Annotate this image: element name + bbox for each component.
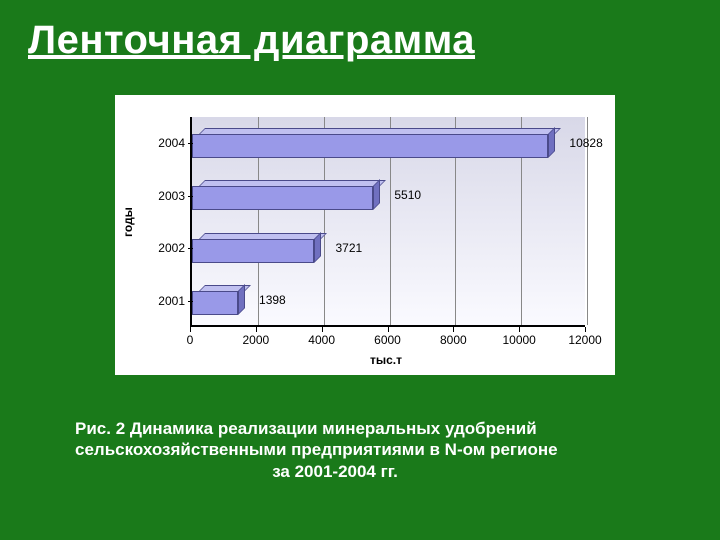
x-axis-title: тыс.т — [370, 353, 402, 367]
bar-value-label: 1398 — [259, 293, 286, 307]
y-tick — [188, 301, 193, 302]
plot-area: 10828 5510 3721 1398 — [190, 117, 585, 327]
y-tick — [188, 248, 193, 249]
x-tick-label: 12000 — [565, 333, 605, 347]
figure-caption: Рис. 2 Динамика реализации минеральных у… — [75, 418, 655, 482]
x-tick-label: 4000 — [302, 333, 342, 347]
x-tick — [322, 327, 323, 332]
x-tick — [388, 327, 389, 332]
y-tick-label: 2001 — [145, 294, 185, 308]
y-tick-label: 2003 — [145, 189, 185, 203]
y-tick — [188, 143, 193, 144]
x-tick-label: 10000 — [499, 333, 539, 347]
x-tick — [519, 327, 520, 332]
caption-line-1: Рис. 2 Динамика реализации минеральных у… — [75, 419, 537, 438]
caption-line-3: за 2001-2004 гг. — [75, 461, 655, 482]
x-tick-label: 8000 — [433, 333, 473, 347]
x-tick — [585, 327, 586, 332]
x-tick-label: 6000 — [368, 333, 408, 347]
x-tick-label: 2000 — [236, 333, 276, 347]
bar: 1398 — [192, 285, 238, 315]
bar-value-label: 3721 — [335, 241, 362, 255]
x-tick — [190, 327, 191, 332]
x-tick — [453, 327, 454, 332]
y-axis-title: годы — [121, 207, 135, 237]
y-tick-label: 2002 — [145, 241, 185, 255]
bar-value-label: 10828 — [569, 136, 602, 150]
bar: 5510 — [192, 180, 373, 210]
bar: 3721 — [192, 233, 314, 263]
bar-value-label: 5510 — [394, 188, 421, 202]
page-title: Ленточная диаграмма — [0, 0, 720, 63]
y-tick — [188, 196, 193, 197]
chart-container: годы тыс.т 10828 5510 3721 1398 2004 2003 200… — [115, 95, 615, 375]
x-tick — [256, 327, 257, 332]
caption-line-2: сельскохозяйственными предприятиями в N-… — [75, 439, 655, 460]
x-tick-label: 0 — [170, 333, 210, 347]
y-tick-label: 2004 — [145, 136, 185, 150]
bar: 10828 — [192, 128, 548, 158]
